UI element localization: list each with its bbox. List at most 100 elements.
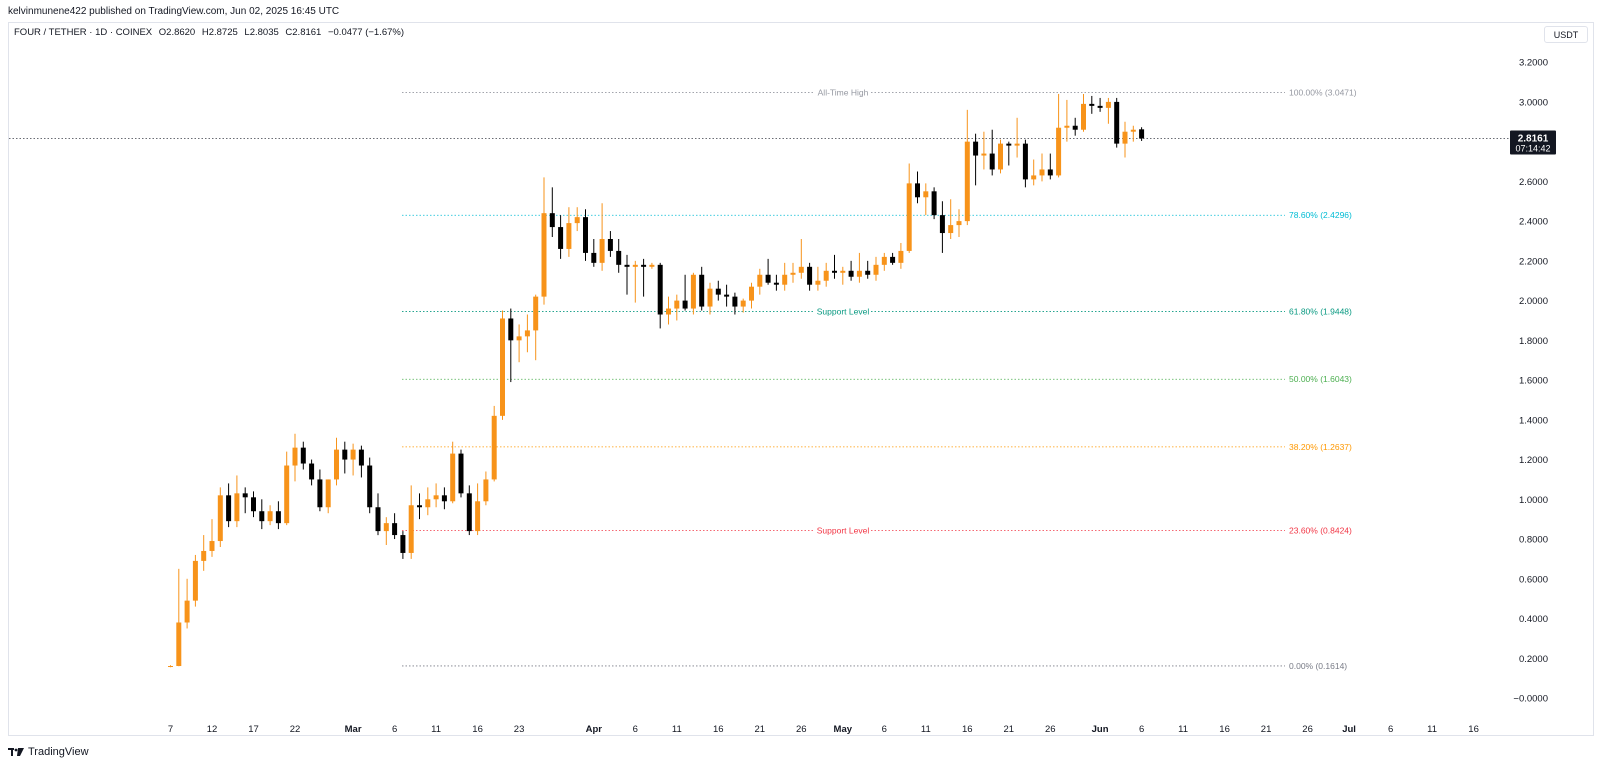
candle-body [790,272,796,275]
x-tick-label: 21 [1261,724,1272,735]
candle-body [682,300,688,309]
candle-body [1031,175,1037,180]
candle-body [948,225,954,234]
candle-body [217,495,223,542]
candle-body [1047,169,1053,176]
close-value: C2.8161 [285,27,322,38]
candle-body [533,296,539,331]
symbol-name[interactable]: FOUR / TETHER · 1D · COINEX [14,27,153,38]
candle-body [500,318,505,416]
candle-body [923,191,929,198]
x-tick-label: 16 [1468,724,1479,735]
fib-level-label: 23.60% (0.8424) [1289,526,1352,536]
candle-body [192,560,198,601]
candle-body [1064,125,1070,128]
candle-body [441,495,447,502]
candle-body [267,511,273,522]
candle-body [981,153,987,156]
candle-body [508,318,514,341]
candle-body [632,264,638,267]
candle-body [325,479,331,508]
candle-body [624,264,630,267]
candle-body [1130,129,1136,132]
y-tick-label: 0.4000 [1519,614,1548,625]
bar-countdown-label: 07:14:42 [1515,143,1550,153]
candle-body [591,252,597,263]
candle-body [1056,127,1062,176]
candle-body [1072,125,1078,130]
candle-body [309,463,315,480]
candle-body [657,264,663,315]
candle-body [724,294,730,297]
candle-body [317,479,323,508]
x-tick-label: 11 [921,724,931,735]
candle-body [516,336,522,341]
candle-body [475,501,481,532]
candle-body [807,266,813,285]
candle-body [1114,101,1120,144]
candle-body [599,239,605,263]
y-tick-label: 3.0000 [1519,97,1548,108]
x-tick-label: 6 [1388,724,1393,735]
candle-body [425,499,431,508]
candle-body [1105,101,1111,108]
candle-body [458,453,464,494]
candle-body [334,449,339,480]
candle-body [483,479,489,502]
candle-body [1139,129,1145,139]
candle-body [234,493,240,522]
open-value: O2.8620 [158,27,196,38]
y-tick-label: 2.6000 [1519,177,1548,188]
fib-level-label: 61.80% (1.9448) [1289,307,1352,317]
candle-body [715,288,721,295]
candle-body [674,300,680,309]
x-tick-label: 21 [1004,724,1015,735]
candle-body [931,191,937,216]
footer-brand: TradingView [28,746,89,758]
candle-body [350,449,356,460]
candle-body [973,141,979,156]
candle-body [251,497,256,512]
candle-body [881,256,887,265]
candle-body [242,493,248,498]
candle-body [939,215,945,234]
x-tick-label: 7 [168,724,173,735]
x-tick-label: 16 [962,724,973,735]
candle-body [275,511,281,524]
candle-body [566,223,572,249]
x-tick-label: 6 [633,724,638,735]
x-tick-label: 6 [392,724,397,735]
candle-body [1081,103,1086,130]
candle-body [616,250,622,265]
candle-body [840,270,846,273]
candle-body [226,495,232,522]
candle-body [184,600,190,623]
candle-body [607,239,613,251]
x-tick-label: 11 [1178,724,1188,735]
chart-frame [8,22,1594,736]
candle-body [989,153,995,170]
candle-body [765,274,771,283]
x-tick-label: 23 [514,724,525,735]
candle-body [732,296,738,307]
candle-body [1089,103,1095,106]
candle-body [1039,169,1045,176]
candle-body [873,264,879,275]
candle-body [798,266,804,273]
x-tick-label: Jun [1092,724,1109,735]
candle-body [649,264,655,267]
candle-body [433,495,439,500]
candle-body [740,300,746,307]
y-tick-label: 0.6000 [1519,574,1548,585]
candle-body [856,270,862,277]
candle-body [168,666,173,668]
candle-body [699,274,705,307]
fib-level-label: 38.20% (1.2637) [1289,442,1352,452]
y-tick-label: 1.6000 [1519,376,1548,387]
x-tick-label: 16 [472,724,483,735]
candle-body [417,505,422,508]
candle-body [176,622,182,667]
currency-button[interactable]: USDT [1544,26,1588,43]
candle-body [392,523,398,536]
